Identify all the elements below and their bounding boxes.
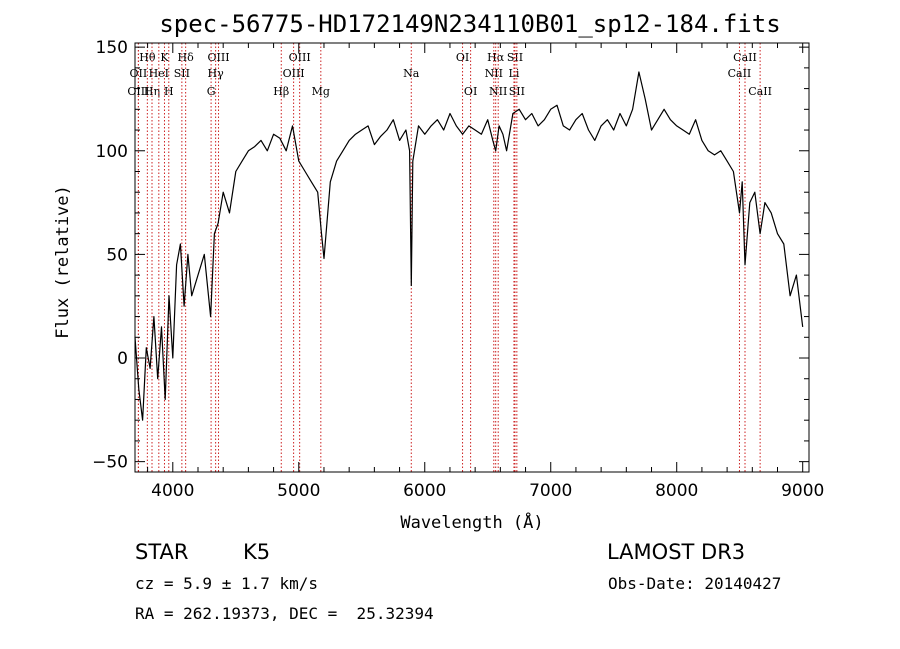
plot-frame [134, 42, 810, 473]
x-tick-label: 5000 [277, 481, 320, 501]
spectral-line-label: CaII [748, 85, 772, 98]
spectral-line-label: SII [509, 85, 525, 98]
y-axis-label: Flux (relative) [53, 185, 73, 339]
spectral-line-label: H [164, 85, 174, 98]
y-tick-label: 150 [96, 38, 128, 58]
y-tick-label: 100 [96, 142, 128, 162]
redshift-velocity: cz = 5.9 ± 1.7 km/s [135, 574, 319, 593]
spectral-line-label: Na [403, 67, 420, 80]
spectral-line-label: K [160, 51, 169, 64]
spectral-line-label: SII [174, 67, 190, 80]
spectral-line-label: Hδ [178, 51, 195, 64]
spectral-line-label: SII [507, 51, 523, 64]
spectral-line-label: OI [464, 85, 477, 98]
spectral-line-label: Hβ [273, 85, 289, 98]
spectral-line-label: Hθ [139, 51, 156, 64]
x-tick-label: 6000 [403, 481, 446, 501]
x-axis-label: Wavelength (Å) [400, 511, 543, 533]
x-tick-label: 8000 [655, 481, 698, 501]
spectrum-series-flux [134, 71, 804, 421]
spectral-line-label: NII [489, 85, 507, 98]
object-class: STAR [135, 540, 189, 564]
object-subclass: K5 [243, 540, 271, 564]
spectral-line-label: Mg [312, 85, 330, 98]
spectral-line-label: G [207, 85, 216, 98]
spectral-line-label: HeI [149, 67, 169, 80]
spectral-line-label: CaII [728, 67, 752, 80]
spectral-line-label: CaII [733, 51, 757, 64]
spectral-line-label: OIII [207, 51, 229, 64]
x-tick-label: 4000 [151, 481, 194, 501]
sky-coordinates: RA = 262.19373, DEC = 25.32394 [135, 604, 434, 623]
y-tick-label: 0 [117, 349, 128, 369]
spectral-line-label: OII [130, 67, 148, 80]
x-tick-label: 7000 [529, 481, 572, 501]
spectral-line-label: OI [456, 51, 469, 64]
spectral-line-label: Li [509, 67, 520, 80]
spectral-line-label: Hη [144, 85, 160, 98]
spectral-line-label: OIII [127, 85, 149, 98]
spectral-line-label: Hγ [208, 67, 225, 80]
chart-title: spec-56775-HD172149N234110B01_sp12-184.f… [159, 10, 780, 38]
observation-date: Obs-Date: 20140427 [608, 574, 782, 593]
spectral-line-label: Hα [487, 51, 505, 64]
spectral-line-label: NII [485, 67, 503, 80]
y-tick-label: 50 [106, 245, 128, 265]
y-tick-label: −50 [92, 453, 128, 473]
survey-name: LAMOST DR3 [607, 540, 746, 564]
spectral-line-label: OIII [289, 51, 311, 64]
spectral-line-label: OIII [283, 67, 305, 80]
x-tick-label: 9000 [781, 481, 824, 501]
